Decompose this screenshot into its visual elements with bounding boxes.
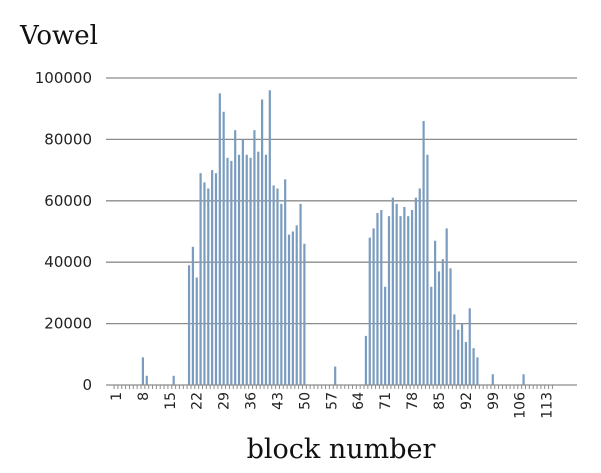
bar-block-40 bbox=[264, 154, 268, 385]
bar-block-82 bbox=[426, 154, 429, 385]
bar-block-81 bbox=[422, 120, 425, 385]
bar-block-74 bbox=[395, 203, 398, 385]
bar-block-70 bbox=[380, 210, 383, 385]
bar-block-76 bbox=[403, 206, 406, 385]
bar-block-90 bbox=[457, 329, 460, 385]
bar-block-8 bbox=[141, 357, 145, 385]
bar-block-32 bbox=[234, 130, 237, 385]
bar-block-24 bbox=[203, 182, 206, 385]
bar-block-30 bbox=[226, 157, 229, 385]
bar-block-39 bbox=[261, 99, 264, 386]
bar-block-94 bbox=[472, 348, 475, 385]
y-tick-label: 40000 bbox=[44, 253, 92, 271]
bar-block-89 bbox=[453, 314, 456, 385]
bar-block-26 bbox=[211, 170, 214, 385]
bar-block-73 bbox=[391, 197, 394, 385]
x-tick-label: 50 bbox=[297, 392, 313, 410]
bar-block-31 bbox=[230, 160, 233, 385]
x-tick-label: 99 bbox=[486, 392, 502, 410]
x-tick-label: 22 bbox=[190, 392, 206, 410]
x-tick-labels: 1 8 15 22 29 36 43 50 57 64 71 78 85 92 99 106 113 bbox=[109, 392, 556, 419]
bar-block-48 bbox=[295, 225, 298, 385]
bar-block-33 bbox=[237, 154, 241, 385]
bar-block-20 bbox=[187, 265, 191, 385]
y-tick-label: 80000 bbox=[44, 130, 92, 148]
bar-block-78 bbox=[410, 210, 414, 385]
bar-block-41 bbox=[268, 90, 271, 385]
bar-block-77 bbox=[407, 216, 410, 385]
bar-block-36 bbox=[249, 157, 252, 385]
bar-block-58 bbox=[334, 366, 337, 385]
bar-block-83 bbox=[430, 286, 433, 385]
bar-block-99 bbox=[491, 374, 494, 385]
bar-block-87 bbox=[445, 228, 448, 385]
x-tick-label: 43 bbox=[270, 392, 286, 410]
bar-block-85 bbox=[437, 271, 441, 385]
bar-block-107 bbox=[522, 374, 525, 385]
gridlines bbox=[106, 77, 577, 325]
y-tick-label: 60000 bbox=[44, 192, 92, 210]
axes bbox=[106, 384, 577, 389]
x-tick-label: 71 bbox=[378, 392, 394, 410]
bar-block-95 bbox=[476, 357, 479, 385]
x-tick-label: 64 bbox=[351, 392, 367, 410]
bars bbox=[141, 90, 525, 386]
bar-block-68 bbox=[372, 228, 375, 385]
x-tick-label: 36 bbox=[244, 392, 260, 410]
bar-block-29 bbox=[222, 111, 225, 386]
x-tick-label: 57 bbox=[324, 392, 340, 410]
bar-block-67 bbox=[368, 237, 371, 385]
bar-block-91 bbox=[460, 323, 464, 385]
bar-block-46 bbox=[287, 234, 291, 385]
bar-block-28 bbox=[218, 93, 221, 385]
bar-block-84 bbox=[434, 240, 437, 385]
bar-block-16 bbox=[172, 375, 175, 385]
x-tick-label: 8 bbox=[136, 392, 152, 401]
x-tick-label: 106 bbox=[513, 392, 529, 419]
bar-block-25 bbox=[207, 188, 210, 385]
bar-block-71 bbox=[384, 286, 387, 385]
bar-block-37 bbox=[253, 130, 256, 385]
x-tick-label: 92 bbox=[459, 392, 475, 410]
y-tick-label: 20000 bbox=[44, 315, 92, 333]
bar-block-50 bbox=[303, 243, 306, 385]
bar-block-35 bbox=[245, 154, 248, 385]
x-tick-label: 29 bbox=[217, 392, 233, 410]
chart-title: Vowel bbox=[19, 21, 98, 51]
bar-block-47 bbox=[291, 231, 294, 385]
x-tick-label: 113 bbox=[540, 392, 556, 419]
x-tick-label: 15 bbox=[163, 392, 179, 410]
bar-block-75 bbox=[399, 216, 402, 385]
bar-block-92 bbox=[464, 342, 467, 385]
bar-block-80 bbox=[418, 188, 421, 385]
bar-block-45 bbox=[284, 179, 287, 385]
bar-block-49 bbox=[299, 203, 302, 385]
y-tick-label: 0 bbox=[82, 376, 92, 394]
bar-block-27 bbox=[214, 173, 218, 385]
x-tick-label: 78 bbox=[405, 392, 421, 410]
bar-block-34 bbox=[241, 139, 244, 385]
bar-block-72 bbox=[387, 216, 391, 385]
bar-block-44 bbox=[280, 203, 283, 385]
bar-block-43 bbox=[276, 188, 279, 385]
x-tick-label: 85 bbox=[432, 392, 448, 410]
bar-block-79 bbox=[414, 197, 418, 385]
bar-block-93 bbox=[468, 308, 471, 385]
bar-block-21 bbox=[191, 246, 194, 385]
bar-block-9 bbox=[145, 375, 148, 385]
x-tick-label: 1 bbox=[109, 392, 125, 401]
bar-block-88 bbox=[449, 268, 452, 385]
bar-block-66 bbox=[364, 335, 368, 385]
bar-block-86 bbox=[441, 259, 444, 385]
bar-block-69 bbox=[376, 213, 379, 385]
x-axis-label: block number bbox=[247, 434, 436, 465]
bar-block-22 bbox=[195, 277, 198, 385]
bar-block-42 bbox=[272, 185, 275, 385]
y-tick-label: 100000 bbox=[35, 69, 92, 87]
y-tick-labels: 0 20000 40000 60000 80000 100000 bbox=[35, 69, 92, 394]
bar-block-23 bbox=[199, 173, 202, 385]
bar-block-38 bbox=[257, 151, 260, 385]
